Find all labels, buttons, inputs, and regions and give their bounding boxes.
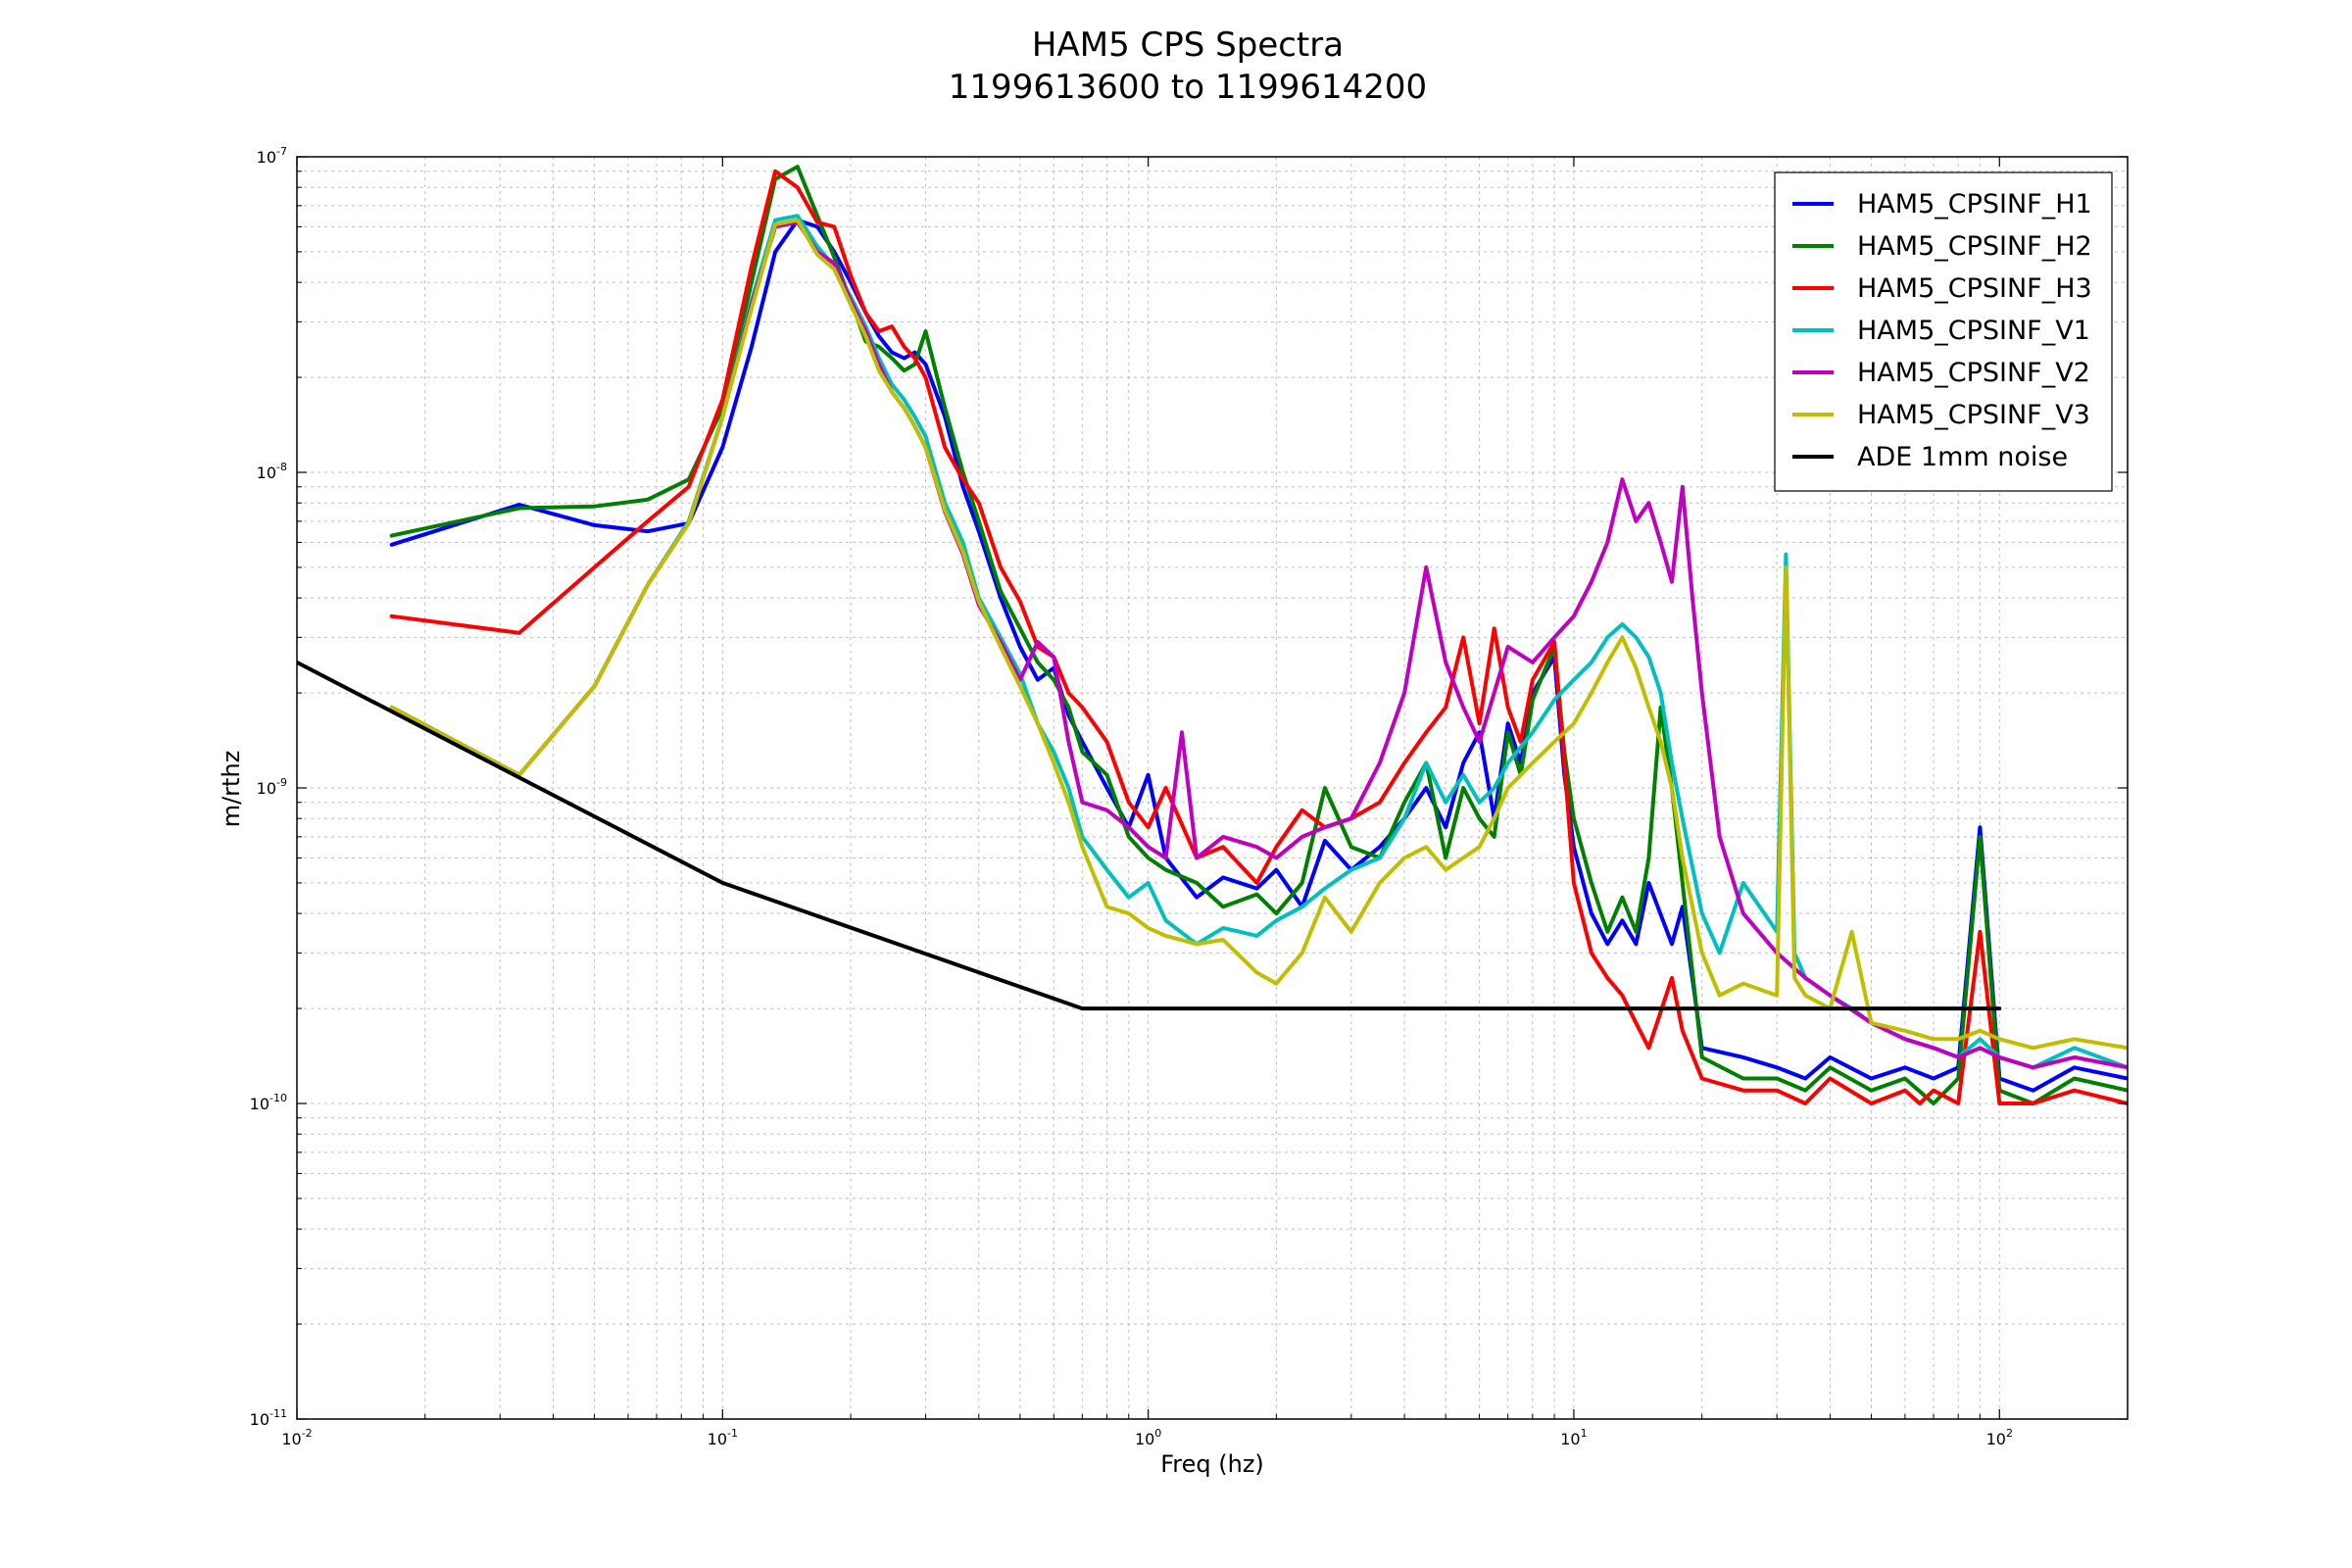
chart-subtitle: 1199613600 to 1199614200 bbox=[949, 68, 1427, 107]
y-tick-label: 10-10 bbox=[250, 1092, 287, 1113]
legend: HAM5_CPSINF_H1 HAM5_CPSINF_H2 HAM5_CPSINF_… bbox=[1774, 172, 2113, 492]
x-tick-label: 10-2 bbox=[281, 1427, 312, 1448]
x-tick-label: 10-1 bbox=[708, 1427, 738, 1448]
series-line-6 bbox=[389, 218, 2128, 1051]
legend-label: ADE 1mm noise bbox=[1857, 442, 2068, 472]
legend-label: HAM5_CPSINF_V2 bbox=[1857, 358, 2090, 388]
grid bbox=[297, 157, 2128, 1419]
legend-label: HAM5_CPSINF_H2 bbox=[1857, 231, 2092, 262]
x-tick-label: 102 bbox=[1986, 1427, 2013, 1448]
y-tick-label: 10-8 bbox=[257, 461, 287, 482]
x-tick-label: 101 bbox=[1560, 1427, 1587, 1448]
y-tick-label: 10-9 bbox=[257, 776, 287, 798]
legend-label: HAM5_CPSINF_H3 bbox=[1857, 273, 2092, 304]
x-tick-label: 100 bbox=[1135, 1427, 1161, 1448]
legend-label: HAM5_CPSINF_V1 bbox=[1857, 316, 2090, 346]
x-axis-label: Freq (hz) bbox=[1160, 1450, 1264, 1478]
y-tick-label: 10-11 bbox=[250, 1407, 287, 1429]
y-axis-label: m/rthz bbox=[218, 751, 245, 828]
series-layer bbox=[297, 165, 2128, 1105]
y-tick-label: 10-7 bbox=[257, 145, 287, 167]
legend-label: HAM5_CPSINF_V3 bbox=[1857, 400, 2090, 430]
legend-label: HAM5_CPSINF_H1 bbox=[1857, 189, 2092, 220]
ticks: 10-2 10-1 100 101 102 10-11 10-10 10-9 10-8 10-7 bbox=[250, 145, 2128, 1448]
chart-title: HAM5 CPS Spectra bbox=[1032, 25, 1344, 65]
series-line-7 bbox=[297, 660, 2002, 1011]
